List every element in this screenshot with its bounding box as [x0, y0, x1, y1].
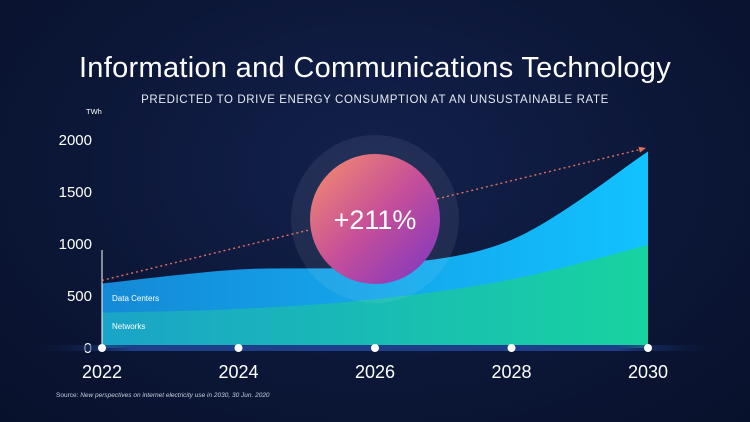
x-tick-dot — [98, 344, 106, 352]
x-tick-label: 2030 — [628, 362, 668, 382]
series-label-networks: Networks — [112, 322, 145, 331]
growth-badge: +211% — [291, 135, 459, 304]
x-tick-label: 2028 — [491, 362, 531, 382]
x-tick-dot — [507, 344, 516, 352]
x-tick-label: 2022 — [82, 362, 122, 382]
y-tick-label: 500 — [67, 288, 92, 305]
trend-arrow — [101, 146, 646, 282]
page-subtitle: PREDICTED TO DRIVE ENERGY CONSUMPTION AT… — [141, 94, 609, 106]
x-ticks: 2022 2024 2026 2028 2030 — [82, 344, 668, 382]
y-axis-unit: TWh — [86, 107, 102, 116]
badge-circle — [310, 154, 440, 285]
source-prefix: Source: — [56, 392, 81, 399]
x-tick-label: 2024 — [218, 362, 258, 382]
page-title: Information and Communications Technolog… — [78, 52, 672, 84]
networks-area — [102, 245, 648, 348]
x-tick-label: 2026 — [355, 362, 395, 382]
x-tick-dot — [644, 344, 652, 352]
y-tick-label: 2000 — [59, 132, 92, 149]
x-tick-dot — [234, 344, 243, 352]
y-tick-labels: 0 500 1000 1500 2000 — [59, 132, 92, 357]
y-tick-label: 1500 — [59, 184, 92, 201]
x-tick-dot — [371, 344, 379, 352]
growth-percentage: +211% — [334, 205, 417, 235]
source-note: Source: New perspectives on internet ele… — [56, 392, 270, 399]
y-tick-label: 1000 — [59, 236, 92, 253]
series-label-data-centers: Data Centers — [112, 294, 159, 303]
source-text: New perspectives on internet electricity… — [80, 392, 270, 399]
